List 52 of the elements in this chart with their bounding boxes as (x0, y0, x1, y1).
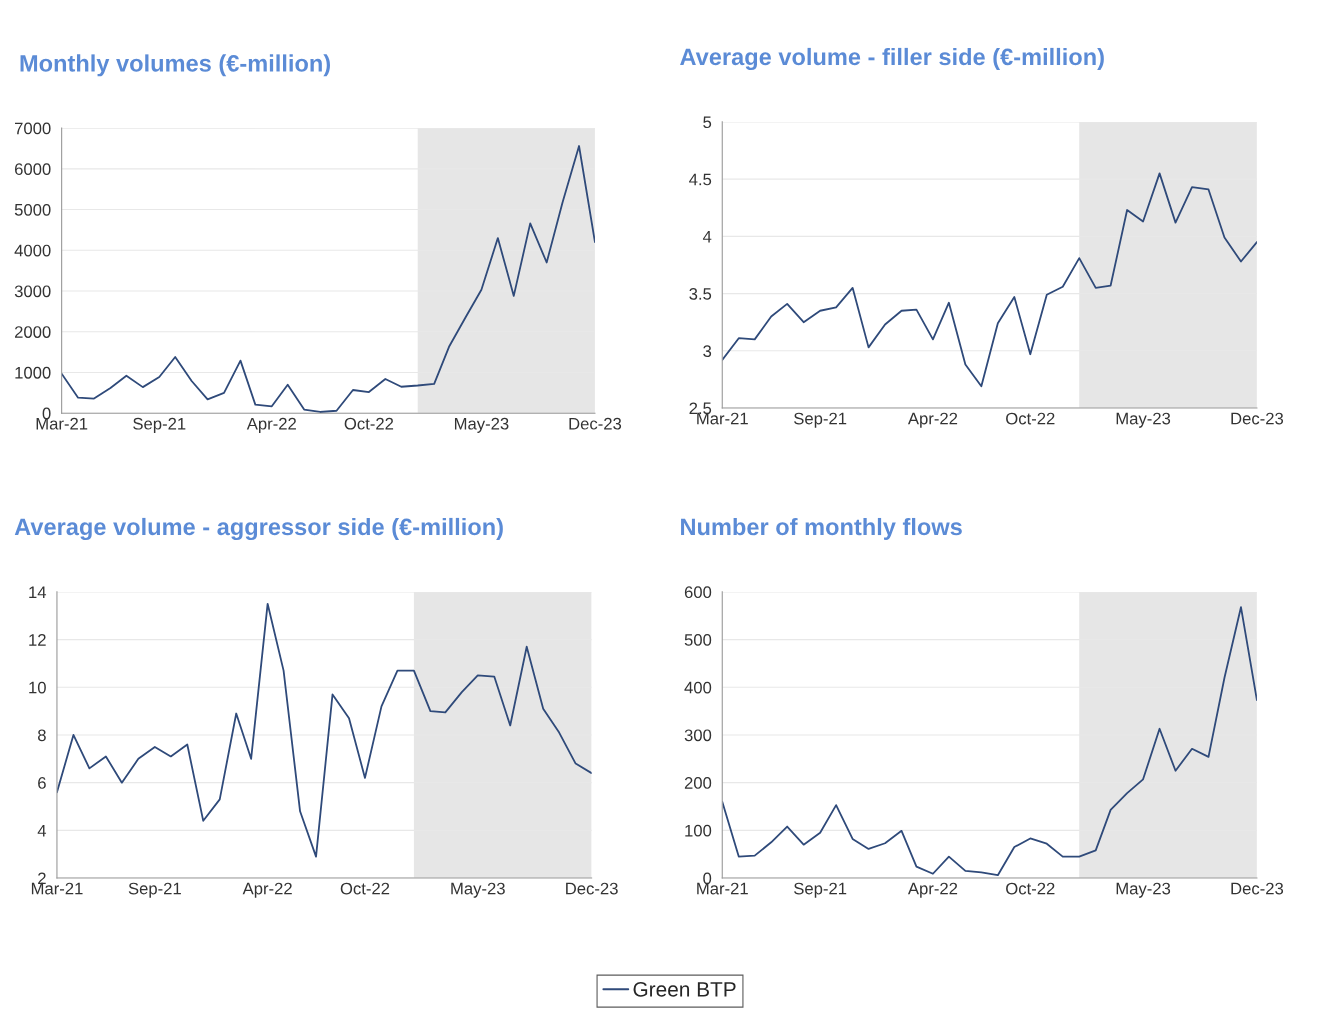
y-tick-label: 3000 (14, 285, 51, 298)
y-tick-label: 2000 (14, 326, 51, 338)
legend-label: Green BTP (633, 981, 736, 997)
x-tick-label: Sep-21 (794, 882, 847, 898)
x-tick-label: Oct-22 (1006, 412, 1055, 425)
chart-title: Monthly volumes (€-million) (20, 54, 330, 77)
y-tick-label: 200 (684, 777, 712, 789)
chart-title: Average volume - aggressor side (€-million) (14, 517, 503, 541)
y-tick-label: 8 (37, 729, 46, 742)
y-tick-label: 4 (37, 824, 47, 837)
y-tick-label: 400 (684, 681, 712, 694)
y-tick-label: 7000 (15, 122, 51, 135)
y-tick-label: 4 (702, 230, 712, 243)
y-tick-label: 6000 (15, 163, 51, 176)
line-series (56, 602, 592, 858)
y-tick-label: 5000 (14, 203, 51, 216)
chart-title: Average volume - filler side (€-million) (680, 47, 1104, 70)
x-tick-label: Oct-22 (340, 882, 390, 895)
y-tick-label: 12 (29, 634, 46, 646)
x-tick-label: Dec-23 (1231, 412, 1284, 425)
x-tick-label: Dec-23 (1231, 882, 1284, 895)
x-tick-label: Oct-22 (344, 417, 394, 430)
x-tick-label: Apr-22 (246, 417, 296, 433)
x-tick-label: Apr-22 (242, 882, 292, 898)
y-tick-label: 3 (703, 345, 712, 358)
x-tick-label: Mar-21 (31, 882, 83, 895)
y-tick-label: 6 (38, 777, 46, 789)
x-tick-label: Dec-23 (566, 882, 618, 895)
y-tick-label: 5 (703, 116, 712, 129)
y-tick-label: 10 (29, 681, 46, 694)
x-tick-label: Sep-21 (133, 417, 186, 433)
y-tick-label: 500 (684, 634, 712, 646)
x-tick-label: Oct-22 (1006, 882, 1055, 895)
y-tick-label: 3.5 (689, 287, 712, 300)
x-tick-label: Sep-21 (128, 882, 181, 898)
y-tick-label: 300 (684, 729, 712, 742)
y-tick-label: 4.5 (689, 173, 712, 186)
y-tick-label: 1000 (15, 366, 51, 379)
x-tick-label: May-23 (451, 882, 505, 898)
x-tick-label: May-23 (1116, 412, 1171, 428)
x-tick-label: Apr-22 (907, 882, 958, 898)
x-tick-label: May-23 (1116, 882, 1171, 898)
y-tick-label: 600 (684, 586, 712, 599)
y-tick-label: 100 (685, 824, 712, 837)
y-tick-label: 4000 (14, 244, 51, 257)
x-tick-label: Apr-22 (907, 412, 958, 428)
y-tick-label: 14 (29, 586, 47, 598)
x-tick-label: Sep-21 (794, 412, 847, 428)
line-series (722, 172, 1257, 388)
x-tick-label: May-23 (454, 417, 509, 433)
x-tick-label: Dec-23 (569, 417, 622, 430)
chart-title: Number of monthly flows (681, 517, 962, 540)
